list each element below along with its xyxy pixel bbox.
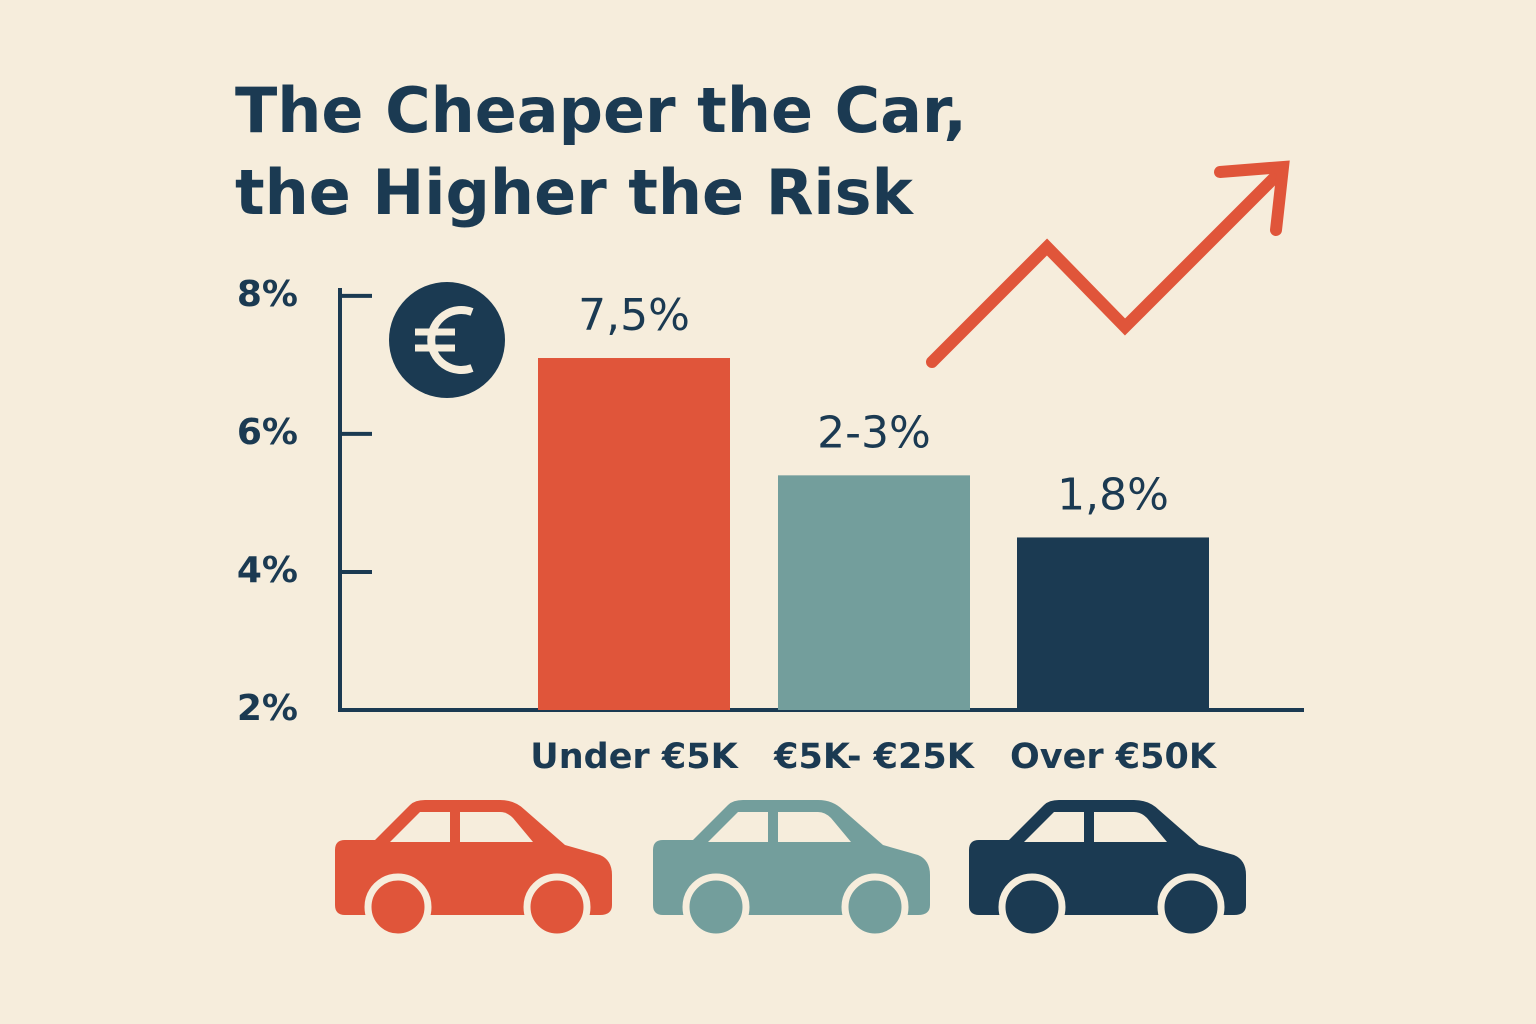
car-icon	[969, 800, 1246, 941]
car-window	[390, 812, 450, 842]
y-tick-label: 2%	[237, 688, 298, 729]
trend-line	[926, 164, 1288, 368]
car-icon	[335, 800, 612, 941]
car-icon	[653, 800, 930, 941]
y-tick-label: 8%	[237, 274, 298, 315]
car-window	[1024, 812, 1084, 842]
euro-glyph	[427, 306, 474, 374]
euro-icon	[389, 282, 505, 398]
bar	[1017, 537, 1209, 710]
data-label: 7,5%	[578, 290, 690, 341]
x-tick-label: Over €50K	[1010, 737, 1218, 777]
car-wheel	[523, 873, 591, 941]
x-tick-label: €5K- €25K	[773, 737, 976, 777]
car-window	[460, 812, 533, 842]
bar	[538, 358, 730, 710]
car-wheel	[682, 873, 750, 941]
car-wheel	[998, 873, 1066, 941]
bar	[778, 475, 970, 710]
data-label: 1,8%	[1057, 469, 1169, 520]
x-tick-label: Under €5K	[530, 737, 739, 777]
chart-subtitle: the Higher the Risk	[235, 156, 915, 229]
car-window	[1094, 812, 1167, 842]
car-window	[708, 812, 768, 842]
car-wheel	[364, 873, 432, 941]
car-wheel	[841, 873, 909, 941]
car-window	[778, 812, 851, 842]
euro-circle	[389, 282, 505, 398]
car-wheel	[1157, 873, 1225, 941]
chart-title: The Cheaper the Car,	[235, 74, 967, 147]
data-label: 2-3%	[817, 407, 931, 458]
y-tick-label: 4%	[237, 550, 298, 591]
arrow-head	[1214, 160, 1290, 236]
y-tick-label: 6%	[237, 412, 298, 453]
trend-arrow	[926, 160, 1290, 368]
